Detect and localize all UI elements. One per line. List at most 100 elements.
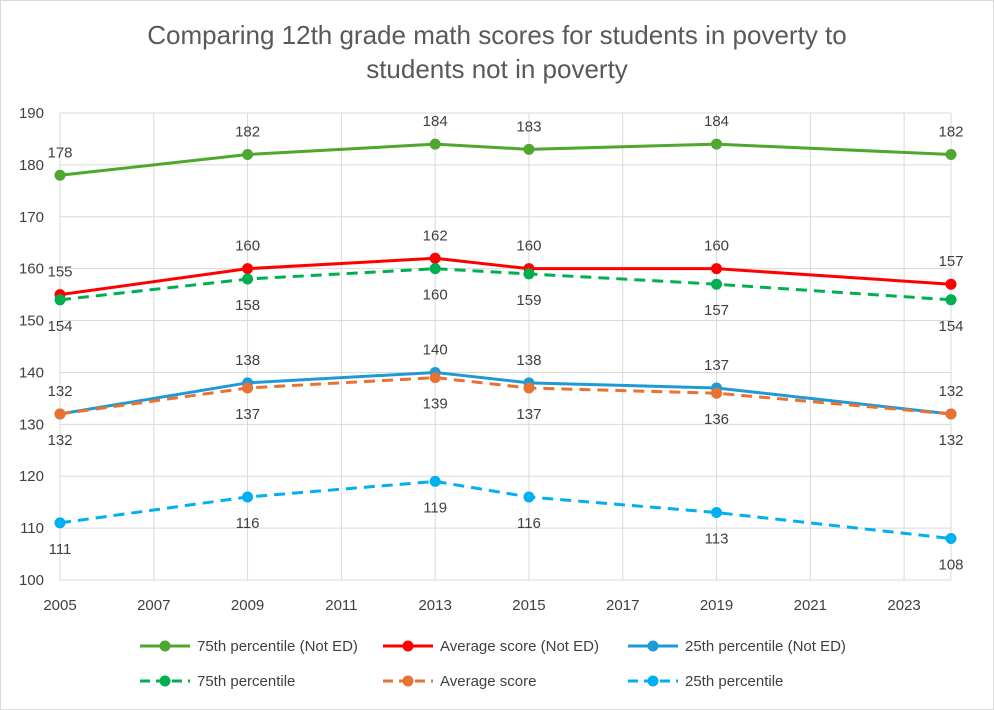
series-line [59, 376, 952, 416]
data-label: 183 [516, 118, 541, 135]
data-point [242, 263, 254, 275]
data-point [945, 149, 957, 161]
data-label: 139 [423, 396, 448, 413]
data-point [711, 278, 723, 290]
data-point [429, 475, 441, 487]
data-point [242, 273, 254, 285]
x-tick-label: 2007 [137, 597, 170, 614]
y-tick-label: 190 [19, 105, 44, 122]
data-label: 157 [938, 253, 963, 270]
legend-label: 25th percentile (Not ED) [685, 638, 846, 655]
legend-marker [159, 675, 171, 687]
x-tick-label: 2005 [43, 597, 76, 614]
legend-label: Average score (Not ED) [440, 638, 599, 655]
legend-marker [402, 640, 414, 652]
data-point [54, 517, 66, 529]
x-tick-label: 2017 [606, 597, 639, 614]
legend-label: 75th percentile [197, 673, 295, 690]
data-label: 159 [516, 292, 541, 309]
data-point [711, 263, 723, 275]
legend-marker [402, 675, 414, 687]
legend-item: 25th percentile [628, 673, 783, 690]
data-label: 160 [423, 287, 448, 304]
data-label: 116 [236, 515, 260, 532]
legend-marker [647, 640, 659, 652]
legend-marker [159, 640, 171, 652]
data-label: 158 [235, 297, 260, 314]
data-label: 132 [938, 383, 963, 400]
series-line [59, 370, 952, 416]
legend-label: 75th percentile (Not ED) [197, 638, 358, 655]
data-point [242, 149, 254, 161]
x-tick-label: 2021 [794, 597, 827, 614]
y-tick-label: 160 [19, 261, 44, 278]
data-point [429, 263, 441, 275]
series-line [59, 142, 952, 177]
data-point [54, 408, 66, 420]
data-point [945, 408, 957, 420]
data-label: 111 [49, 541, 72, 558]
legend-item: 25th percentile (Not ED) [628, 638, 846, 655]
data-labels: 178 182 184 183 184 182 155 160 162 160 160 157 132 1… [47, 113, 963, 573]
data-label: 137 [235, 406, 260, 423]
data-point [429, 372, 441, 384]
y-tick-label: 130 [19, 416, 44, 433]
y-tick-label: 180 [19, 157, 44, 174]
x-tick-label: 2011 [325, 597, 357, 614]
data-point [523, 382, 535, 394]
y-tick-label: 170 [19, 209, 44, 226]
data-label: 162 [423, 227, 448, 244]
data-point [945, 294, 957, 306]
data-point [429, 138, 441, 150]
data-point [54, 294, 66, 306]
series-line [59, 479, 952, 540]
data-label: 154 [47, 318, 72, 335]
data-label: 116 [517, 515, 541, 532]
y-tick-label: 110 [20, 520, 44, 537]
legend-label: 25th percentile [685, 673, 783, 690]
legend-item: Average score [383, 673, 536, 690]
y-tick-label: 120 [19, 468, 44, 485]
data-point [429, 252, 441, 264]
x-tick-label: 2009 [231, 597, 264, 614]
data-label: 178 [47, 144, 72, 161]
legend-marker [647, 675, 659, 687]
data-label: 160 [704, 238, 729, 255]
data-point [945, 532, 957, 544]
data-label: 154 [938, 318, 963, 335]
data-point [711, 138, 723, 150]
legend-item: 75th percentile [140, 673, 295, 690]
data-point [242, 382, 254, 394]
data-point [523, 491, 535, 503]
data-label: 140 [423, 341, 448, 358]
data-label: 182 [938, 124, 963, 141]
y-tick-label: 100 [19, 572, 44, 589]
gridlines [59, 112, 952, 581]
data-label: 184 [704, 113, 729, 130]
y-tick-label: 140 [19, 364, 44, 381]
x-tick-label: 2015 [512, 597, 545, 614]
data-point [523, 268, 535, 280]
x-tick-label: 2023 [887, 597, 920, 614]
data-label: 138 [235, 352, 260, 369]
data-label: 155 [47, 264, 72, 281]
data-point [945, 278, 957, 290]
data-label: 137 [704, 357, 729, 374]
chart-title-line-1: Comparing 12th grade math scores for stu… [147, 20, 847, 50]
data-label: 113 [705, 531, 729, 548]
legend-item: 75th percentile (Not ED) [140, 638, 358, 655]
legend-item: Average score (Not ED) [383, 638, 599, 655]
data-label: 160 [516, 238, 541, 255]
x-tick-label: 2019 [700, 597, 733, 614]
data-label: 182 [235, 124, 260, 141]
data-label: 157 [704, 302, 729, 319]
data-label: 108 [938, 556, 963, 573]
series-lines [54, 138, 957, 544]
data-point [711, 507, 723, 519]
data-label: 132 [47, 383, 72, 400]
axis-ticks: 100 110 120 130 140 150 160 170 180 190 2005 2007 20… [19, 105, 921, 614]
series-line [59, 267, 952, 302]
data-label: 184 [423, 113, 448, 130]
data-label: 119 [423, 499, 447, 516]
